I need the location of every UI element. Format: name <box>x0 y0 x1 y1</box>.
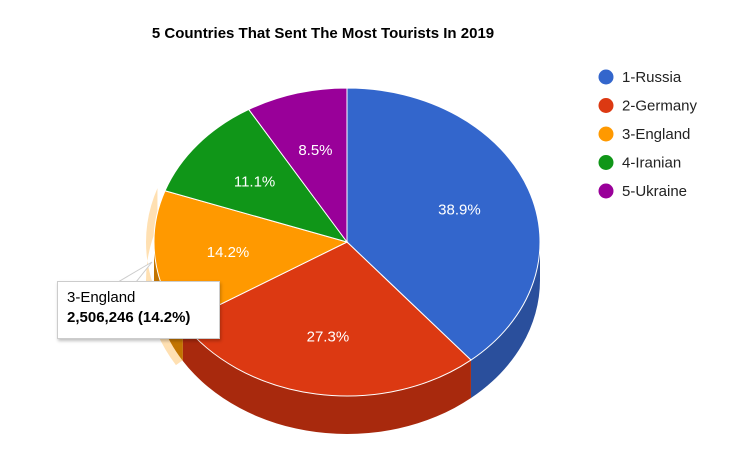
pie-slices <box>153 87 541 397</box>
slice-4-iranian[interactable] <box>164 108 349 243</box>
legend-label: 4-Iranian <box>622 155 681 172</box>
slice-side-2-germany <box>182 322 471 434</box>
tooltip-value: 2,506,246 (14.2%) <box>67 309 191 326</box>
slice-percent-label: 11.1% <box>234 173 275 190</box>
legend-marker <box>598 183 614 199</box>
legend-marker <box>598 98 614 113</box>
legend-item-3-england[interactable]: 3-England <box>598 126 691 143</box>
slice-5-ukraine[interactable] <box>247 87 348 244</box>
slice-percent-label: 8.5% <box>298 142 332 159</box>
legend-label: 5-Ukraine <box>622 183 687 200</box>
slice-percent-label: 27.3% <box>307 328 350 345</box>
legend-marker <box>598 126 614 142</box>
legend-label: 1-Russia <box>622 69 682 86</box>
legend-label: 3-England <box>622 126 690 143</box>
slice-side-1-russia <box>470 242 540 399</box>
chart-title: 5 Countries That Sent The Most Tourists … <box>152 25 494 42</box>
legend-marker <box>598 155 614 170</box>
legend-item-1-russia[interactable]: 1-Russia <box>598 69 682 86</box>
slice-percent-label: 38.9% <box>438 201 481 218</box>
legend-item-4-iranian[interactable]: 4-Iranian <box>598 155 682 172</box>
slice-2-germany[interactable] <box>181 241 472 397</box>
legend-marker <box>598 69 614 85</box>
legend-item-2-germany[interactable]: 2-Germany <box>598 98 698 115</box>
legend-item-5-ukraine[interactable]: 5-Ukraine <box>598 183 688 200</box>
slice-percent-label: 14.2% <box>207 244 250 261</box>
legend-label: 2-Germany <box>622 98 698 115</box>
tooltip-series-name: 3-England <box>67 289 136 306</box>
slice-tooltip: 3-England 2,506,246 (14.2%) <box>57 281 220 339</box>
slice-1-russia[interactable] <box>346 87 541 361</box>
legend: 1-Russia 2-Germany 3-England 4-Iranian 5-Ukr… <box>598 69 698 200</box>
